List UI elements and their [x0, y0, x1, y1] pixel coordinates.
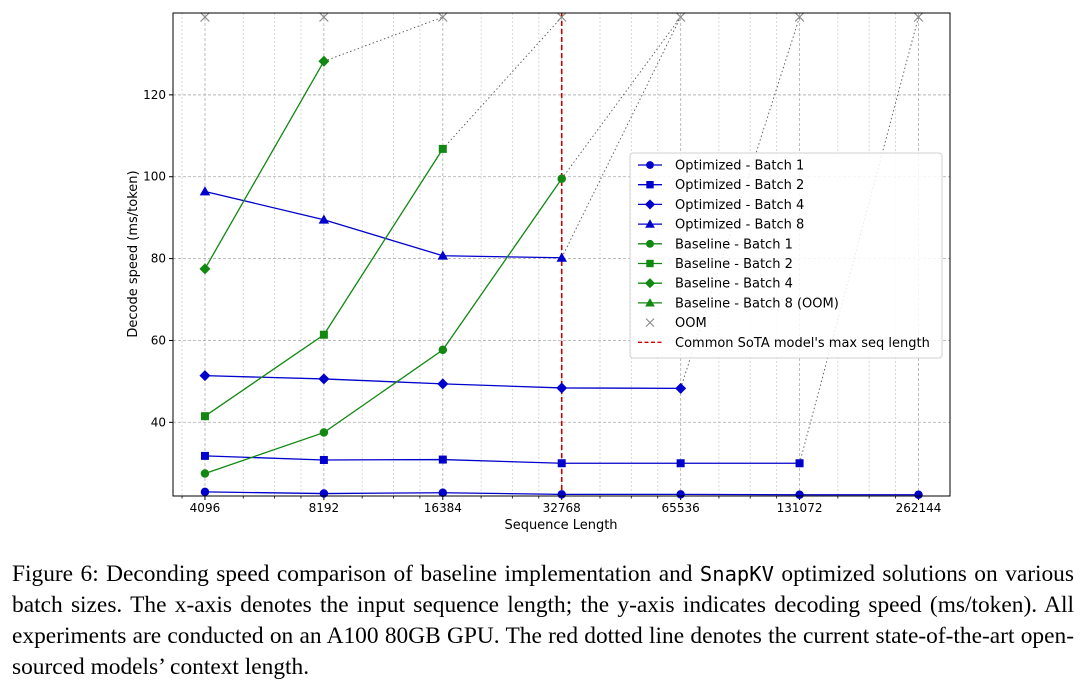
- legend-marker: [644, 199, 656, 210]
- data-point: [199, 186, 211, 196]
- data-point: [318, 373, 330, 385]
- legend-label: Optimized - Batch 4: [675, 198, 804, 213]
- y-tick-label: 120: [143, 88, 166, 102]
- legend-marker: [645, 219, 655, 228]
- x-tick-label: 16384: [424, 501, 462, 515]
- series-line-6: [204, 60, 325, 270]
- figure-caption: Figure 6: Deconding speed comparison of …: [12, 559, 1074, 683]
- x-tick-label: 262144: [896, 501, 942, 515]
- oom-marker: [438, 12, 448, 22]
- data-point: [319, 428, 329, 437]
- legend-label: Baseline - Batch 4: [675, 277, 793, 292]
- legend-label: Baseline - Batch 8 (OOM): [675, 296, 839, 311]
- data-point: [914, 490, 923, 500]
- data-point: [557, 490, 566, 499]
- data-point: [438, 455, 447, 464]
- y-tick-label: 60: [151, 333, 166, 347]
- oom-markers: [200, 12, 924, 22]
- legend-box: [629, 152, 943, 359]
- axis-ticks: 4096 8192 16384 32768 65536 131072 262144 40 60 8…: [143, 88, 941, 515]
- data-point: [675, 382, 687, 394]
- caption-code: SnapKV: [699, 562, 774, 586]
- plot-frame: [172, 12, 951, 497]
- oom-marker: [556, 12, 567, 22]
- data-point: [557, 174, 566, 184]
- legend-label: Optimized - Batch 1: [675, 159, 804, 174]
- y-tick-label: 80: [151, 252, 166, 266]
- data-point: [200, 451, 209, 460]
- data-point: [318, 214, 330, 224]
- legend-label: OOM: [675, 316, 707, 331]
- legend-marker: [646, 239, 654, 248]
- data-point: [557, 459, 566, 468]
- x-tick-label: 32768: [543, 501, 581, 515]
- caption-text-1: Figure 6: Deconding speed comparison of …: [12, 561, 700, 587]
- x-tick-label: 131072: [777, 501, 823, 515]
- data-point: [438, 144, 447, 153]
- legend-label: Optimized - Batch 2: [675, 178, 804, 193]
- data-point: [556, 252, 567, 262]
- decode-speed-chart: 4096 8192 16384 32768 65536 131072 262144 40 60 8…: [126, 12, 951, 533]
- legend-label: Optimized - Batch 8: [675, 218, 804, 233]
- oom-marker: [319, 12, 329, 22]
- legend-marker: [646, 161, 654, 169]
- oom-link: [323, 16, 443, 62]
- data-point: [199, 370, 211, 382]
- oom-marker: [794, 12, 805, 22]
- data-point: [319, 489, 329, 498]
- legend-marker: [645, 298, 655, 307]
- legend-label: Baseline - Batch 1: [675, 237, 793, 252]
- data-point: [795, 490, 804, 500]
- data-point: [319, 455, 328, 464]
- data-point: [556, 382, 568, 394]
- oom-marker: [200, 12, 210, 22]
- data-point: [676, 490, 685, 499]
- oom-link: [799, 16, 919, 464]
- oom-link: [561, 16, 682, 180]
- oom-link: [442, 16, 563, 150]
- data-point: [200, 469, 210, 478]
- data-point: [318, 55, 330, 67]
- legend-marker: [646, 259, 654, 268]
- data-point: [438, 488, 448, 497]
- y-axis-label: Decode speed (ms/token): [126, 170, 141, 337]
- oom-marker: [913, 12, 924, 22]
- legend-marker: [645, 318, 655, 327]
- legend-label: Baseline - Batch 2: [675, 257, 793, 272]
- legend-marker: [646, 181, 654, 189]
- series-line-4: [204, 178, 563, 475]
- legend-marker: [644, 278, 656, 289]
- data-point: [199, 263, 211, 275]
- legend: Optimized - Batch 1 Optimized - Batch 2 Op…: [629, 152, 943, 359]
- data-point: [438, 345, 448, 355]
- x-tick-label: 8192: [309, 501, 340, 515]
- series-line-1: [204, 455, 800, 464]
- data-point: [437, 378, 449, 390]
- caption-text-2: optimized solutions on various batch siz…: [12, 561, 1074, 680]
- data-point: [676, 459, 685, 468]
- oom-marker: [675, 12, 686, 22]
- y-tick-label: 100: [143, 170, 166, 184]
- y-tick-label: 40: [151, 415, 166, 429]
- data-point: [437, 250, 449, 260]
- data-point: [200, 412, 209, 421]
- x-axis-label: Sequence Length: [504, 518, 617, 533]
- series-line-3: [204, 190, 562, 259]
- data-point: [795, 459, 804, 468]
- legend-label: Common SoTA model's max seq length: [675, 336, 930, 351]
- x-tick-label: 4096: [190, 501, 221, 515]
- data-point: [319, 330, 328, 339]
- x-tick-label: 65536: [662, 501, 700, 515]
- data-point: [200, 487, 210, 497]
- oom-link: [561, 16, 682, 258]
